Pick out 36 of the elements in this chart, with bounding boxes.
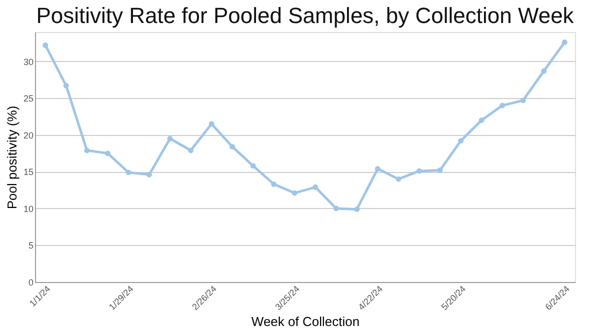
chart-title: Positivity Rate for Pooled Samples, by Collection Week [36,3,575,28]
point [63,82,69,88]
point [126,170,132,176]
y-axis-title: Pool positivity (%) [4,106,20,210]
point [354,206,360,212]
point [292,190,298,196]
point [167,136,173,142]
point [478,118,484,123]
point [520,98,526,104]
point [312,184,318,190]
y-tick-label: 5 [28,240,34,251]
y-tick-label: 20 [23,130,34,140]
point [250,163,256,169]
point [84,148,90,154]
point [271,181,277,187]
point [437,168,443,173]
point [333,206,339,212]
point [562,40,568,46]
point [374,166,380,172]
point [541,68,547,74]
point [42,42,48,48]
y-tick-label: 0 [28,278,34,288]
y-tick-label: 10 [23,204,34,214]
point [416,168,422,174]
point [104,150,110,156]
point [396,176,402,182]
point [146,172,152,178]
point [208,121,214,127]
point [230,144,236,150]
point [188,148,194,154]
y-tick-label: 25 [23,94,34,104]
x-axis-title: Week of Collection [251,314,360,330]
point [458,138,464,144]
y-tick-label: 30 [23,56,34,67]
y-tick-label: 15 [23,167,34,178]
point [500,102,506,108]
